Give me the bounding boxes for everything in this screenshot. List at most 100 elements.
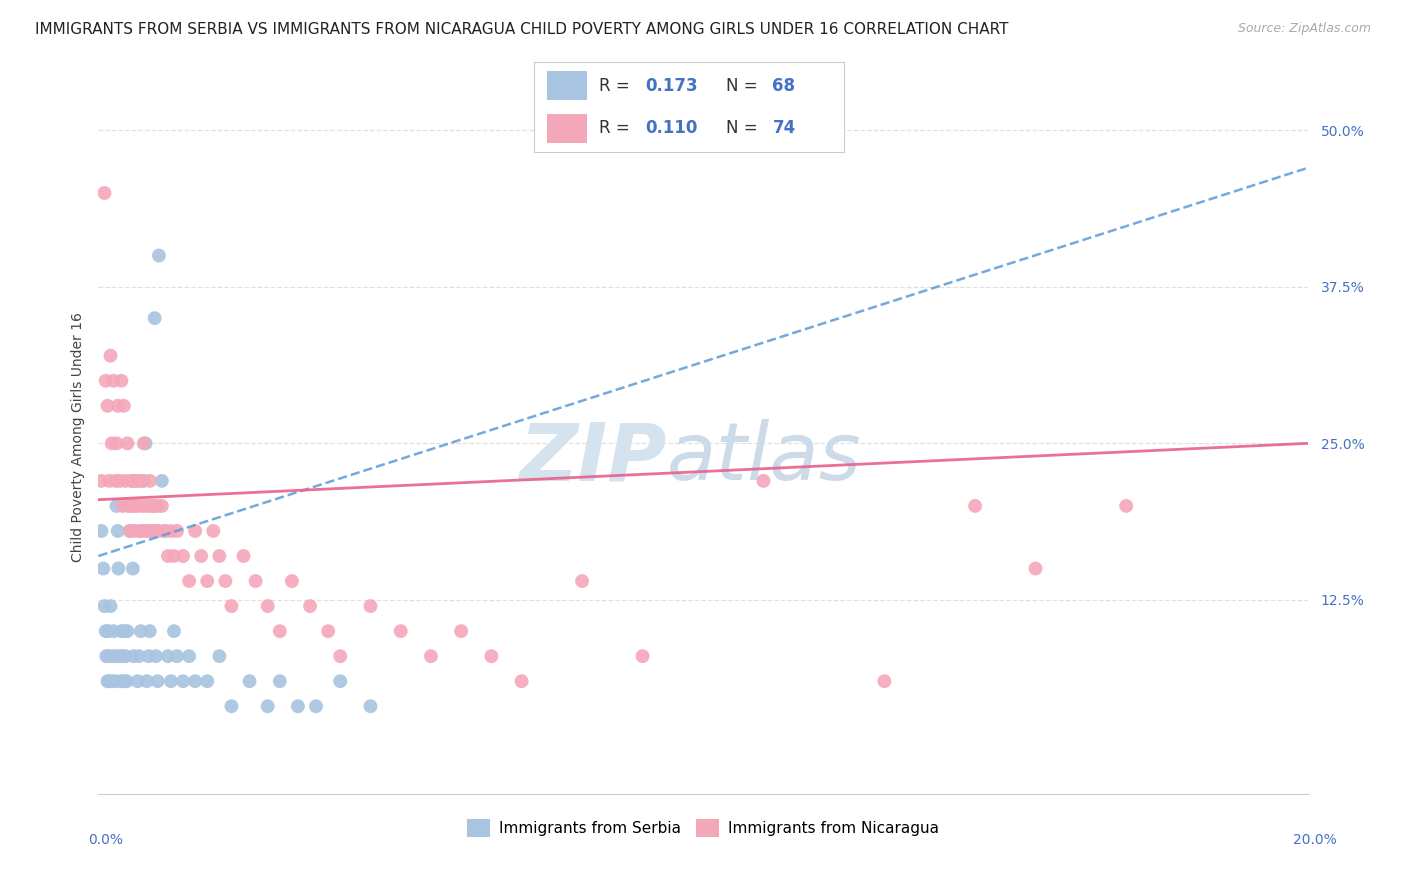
Point	[299, 599, 322, 613]
Point	[118, 499, 141, 513]
Point	[329, 649, 352, 664]
Point	[245, 574, 267, 588]
Point	[117, 436, 139, 450]
Point	[150, 499, 173, 513]
Point	[108, 474, 131, 488]
Point	[129, 474, 152, 488]
Text: 0.110: 0.110	[645, 120, 697, 137]
Point	[104, 674, 127, 689]
Text: 20.0%: 20.0%	[1292, 833, 1337, 847]
Point	[481, 649, 503, 664]
Point	[1024, 561, 1046, 575]
Point	[150, 474, 173, 488]
Point	[195, 674, 218, 689]
Point	[163, 549, 186, 563]
Point	[239, 674, 262, 689]
Text: IMMIGRANTS FROM SERBIA VS IMMIGRANTS FROM NICARAGUA CHILD POVERTY AMONG GIRLS UN: IMMIGRANTS FROM SERBIA VS IMMIGRANTS FRO…	[35, 22, 1008, 37]
Point	[873, 674, 896, 689]
Point	[420, 649, 443, 664]
Legend: Immigrants from Serbia, Immigrants from Nicaragua: Immigrants from Serbia, Immigrants from …	[461, 813, 945, 843]
Point	[93, 186, 115, 200]
Point	[256, 599, 278, 613]
Point	[101, 674, 124, 689]
Point	[214, 574, 236, 588]
Point	[163, 624, 186, 639]
Point	[138, 649, 160, 664]
Point	[132, 474, 155, 488]
Text: R =: R =	[599, 77, 636, 95]
Point	[389, 624, 412, 639]
Point	[190, 549, 212, 563]
Point	[110, 624, 132, 639]
Point	[124, 499, 146, 513]
Point	[127, 674, 149, 689]
Point	[107, 399, 129, 413]
Point	[752, 474, 775, 488]
Point	[208, 649, 231, 664]
Point	[221, 599, 243, 613]
Point	[97, 624, 120, 639]
Point	[90, 524, 112, 538]
Point	[93, 599, 115, 613]
Point	[142, 524, 165, 538]
Point	[103, 374, 125, 388]
Point	[122, 499, 145, 513]
Point	[172, 549, 194, 563]
Point	[121, 474, 143, 488]
Point	[145, 524, 167, 538]
Point	[91, 561, 114, 575]
Point	[131, 524, 153, 538]
Point	[100, 599, 122, 613]
Point	[121, 474, 143, 488]
Point	[281, 574, 304, 588]
Point	[256, 699, 278, 714]
Point	[115, 674, 138, 689]
Point	[129, 624, 152, 639]
Point	[118, 524, 141, 538]
Point	[96, 649, 118, 664]
Point	[1115, 499, 1137, 513]
Point	[160, 524, 183, 538]
Point	[139, 624, 162, 639]
Point	[94, 374, 117, 388]
Point	[104, 649, 127, 664]
Point	[160, 674, 183, 689]
Y-axis label: Child Poverty Among Girls Under 16: Child Poverty Among Girls Under 16	[70, 312, 84, 562]
Text: atlas: atlas	[666, 419, 862, 498]
Point	[110, 674, 132, 689]
Point	[146, 499, 169, 513]
Point	[166, 524, 188, 538]
Text: 68: 68	[772, 77, 796, 95]
Point	[287, 699, 309, 714]
FancyBboxPatch shape	[547, 71, 586, 100]
Point	[94, 624, 117, 639]
Text: ZIP: ZIP	[519, 419, 666, 498]
Point	[114, 649, 136, 664]
Point	[148, 524, 170, 538]
Point	[135, 524, 157, 538]
Point	[128, 524, 150, 538]
Point	[450, 624, 472, 639]
Point	[108, 649, 131, 664]
Point	[153, 524, 176, 538]
Point	[107, 524, 129, 538]
Point	[179, 574, 201, 588]
Point	[184, 674, 207, 689]
Point	[232, 549, 254, 563]
Point	[269, 624, 291, 639]
Point	[100, 436, 122, 450]
Point	[100, 349, 122, 363]
Point	[166, 649, 188, 664]
Point	[142, 524, 165, 538]
Point	[117, 624, 139, 639]
Text: N =: N =	[725, 120, 763, 137]
Point	[143, 311, 166, 326]
Point	[139, 474, 162, 488]
Point	[360, 599, 382, 613]
Point	[114, 474, 136, 488]
Point	[148, 248, 170, 262]
Point	[110, 374, 132, 388]
Point	[510, 674, 533, 689]
Point	[127, 499, 149, 513]
Point	[156, 549, 179, 563]
